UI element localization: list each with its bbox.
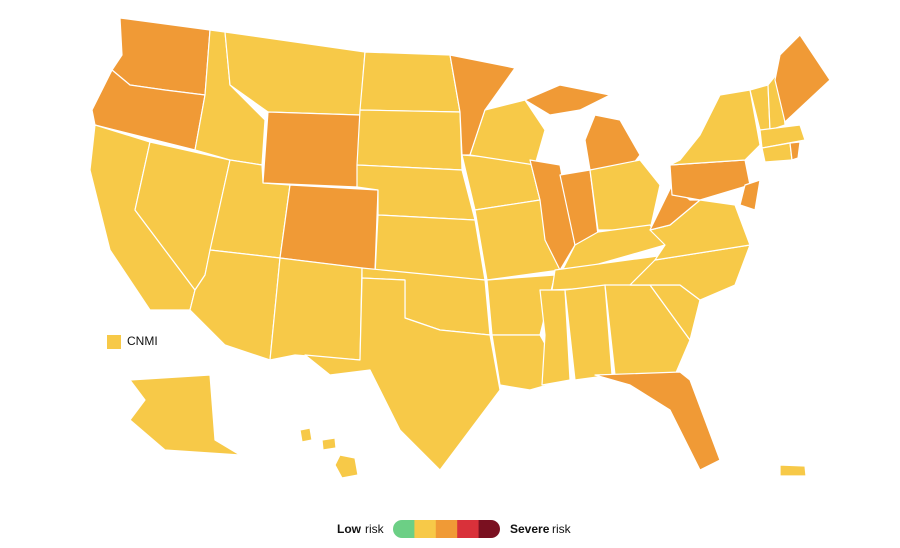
state (129, 374, 241, 456)
legend-color (478, 520, 500, 538)
legend-swatch (107, 335, 121, 349)
state (299, 427, 313, 443)
legend-color (414, 520, 437, 538)
state (334, 454, 359, 479)
state (539, 289, 571, 386)
state (594, 371, 721, 471)
legend-low: Low (337, 522, 362, 536)
legend-color (435, 520, 458, 538)
states (89, 17, 831, 479)
state (649, 184, 701, 231)
state (789, 141, 801, 161)
state (279, 184, 379, 271)
state (269, 257, 363, 361)
legend-high-suffix: risk (552, 522, 572, 536)
state (359, 51, 461, 113)
legend-color (457, 520, 480, 538)
legend-color (393, 520, 415, 538)
state (759, 124, 806, 149)
state (374, 214, 486, 281)
legend-scale (393, 520, 500, 538)
state (304, 277, 501, 471)
state (669, 159, 751, 201)
legend-low-suffix: risk (365, 522, 385, 536)
state (564, 284, 613, 381)
state (262, 111, 361, 188)
state (589, 159, 661, 231)
state (669, 89, 761, 166)
state (774, 34, 831, 123)
state (356, 109, 463, 171)
state (469, 99, 546, 166)
legend-high: Severe (510, 522, 550, 536)
state (739, 179, 761, 211)
state (779, 464, 807, 477)
legend-label: CNMI (127, 334, 158, 348)
state (321, 437, 337, 451)
state (524, 84, 611, 116)
